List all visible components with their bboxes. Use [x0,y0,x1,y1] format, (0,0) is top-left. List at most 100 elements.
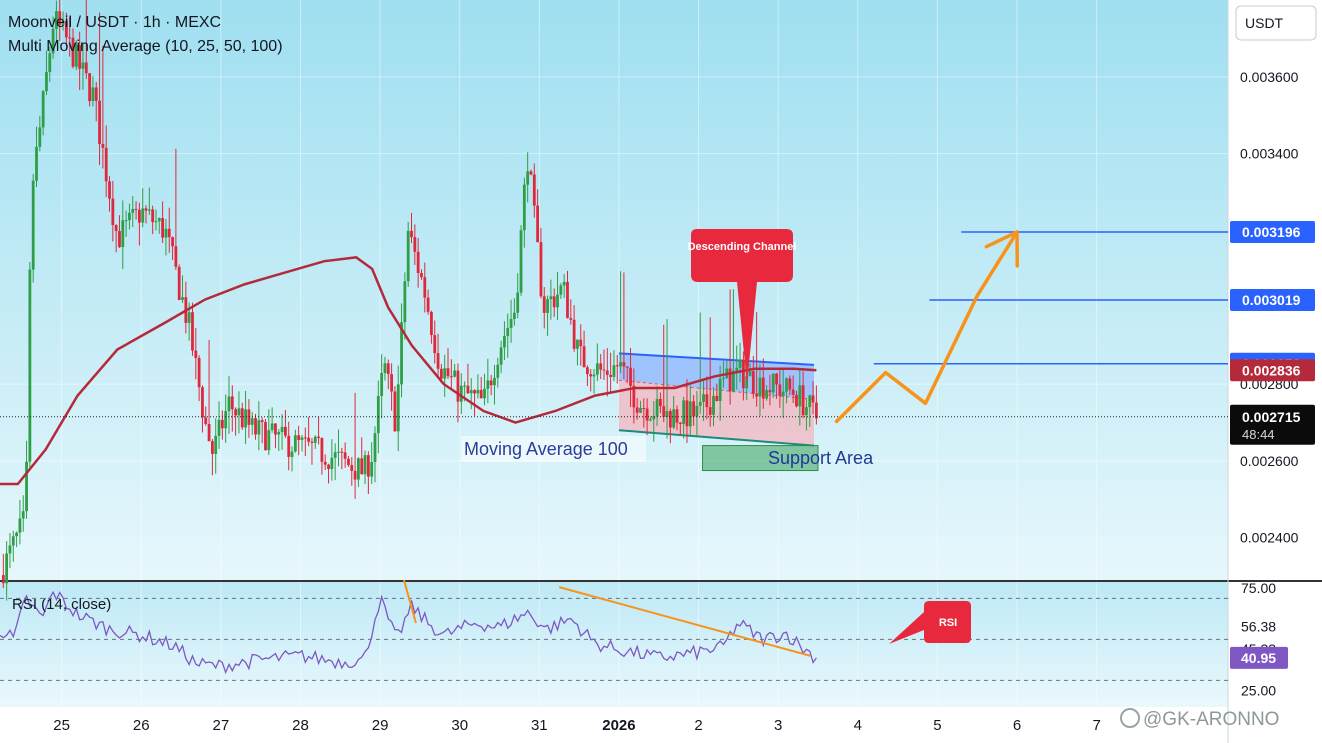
candle-body [380,373,384,397]
price-tick-label: 0.003400 [1240,146,1299,162]
ma-annotation-label[interactable]: Moving Average 100 [464,439,628,459]
watermark-logo-icon [1120,708,1140,728]
rsi-value-label: 40.95 [1241,650,1276,666]
time-axis[interactable]: 25 26 27 28 29 30 31 2026 2 3 4 5 6 7 [53,717,1101,734]
candle-body [5,553,9,584]
rsi-short-trendline[interactable] [403,579,417,624]
candle-body [443,368,447,379]
candle-body [137,209,141,223]
symbol-title[interactable]: Moonveil / USDT · 1h · MEXC [8,14,221,31]
candle-body [509,318,513,328]
candle-body [317,436,320,439]
candle-body [503,335,506,348]
candle-body [8,545,12,554]
watermark: @GK-ARONNO [1120,708,1279,730]
candle-body [483,388,486,399]
candle-body [539,242,543,297]
candle-body [702,394,705,402]
descending-channel-callout[interactable]: Descending Channel [688,229,797,384]
candle-body [108,181,111,199]
candle-body [254,418,257,435]
time-axis-background [0,707,1228,743]
candle-body [493,377,496,386]
candle-body [1,575,5,584]
candle-body [403,281,407,323]
candle-body [396,384,400,432]
candle-body [68,37,72,39]
candle-body [682,400,686,424]
projection-layer [834,230,1020,424]
candle-body [247,409,251,425]
candle-body [629,367,632,386]
candle-body [237,408,241,416]
candle-body [751,371,755,394]
price-pane-background [0,0,1228,580]
candle-body [340,451,344,453]
candle-body [771,373,775,393]
candle-body [220,419,224,429]
rsi-pane-background [0,582,1228,707]
projection-path[interactable] [834,231,1019,424]
candle-body [795,394,798,407]
time-tick-label: 3 [774,717,782,734]
candle-body [662,406,666,417]
candle-body [572,319,576,349]
candle-body [357,458,360,480]
currency-button-label: USDT [1245,15,1284,31]
candle-body [134,208,138,210]
moving-average-100-line[interactable] [0,256,817,486]
candle-body [546,299,549,313]
channel-lower-line [618,429,815,447]
time-tick-label: 28 [292,717,309,734]
candle-body [506,327,510,336]
candle-body [453,370,457,377]
candle-body [722,378,725,380]
price-badge-label: 0.002836 [1242,362,1301,378]
rsi-tick-label: 75.00 [1241,580,1276,596]
candle-body [430,311,433,336]
rsi-tick-label: 25.00 [1241,683,1276,699]
candle-body [393,391,397,432]
candle-body [489,380,493,386]
candle-body [111,198,115,226]
candle-body [124,220,128,222]
candle-body [224,411,228,429]
candle-body [715,395,719,401]
horizontal-levels [0,231,1228,418]
candle-body [78,45,82,69]
candle-body [230,396,234,410]
candle-body [51,28,55,54]
candle-body [144,208,148,211]
candle-body [476,389,480,394]
candle-body [48,53,52,73]
candle-body [101,143,105,148]
candle-body [45,72,48,92]
candle-body [406,230,410,282]
support-area-label[interactable]: Support Area [768,448,874,468]
rsi-callout[interactable]: RSI [889,601,971,644]
candle-body [81,62,85,69]
candle-body [566,281,569,319]
candle-body [449,376,453,378]
candle-body [758,377,762,397]
candle-body [21,511,25,519]
candle-body [463,385,467,387]
candle-body [668,411,672,428]
rsi-pane-title[interactable]: RSI (14, close) [12,596,111,613]
currency-button[interactable]: USDT [1235,5,1317,41]
candle-body [695,405,699,417]
rsi-trendline[interactable] [558,586,811,657]
candle-body [131,208,135,213]
candle-body [187,312,191,323]
support-area-box[interactable] [702,445,819,472]
price-axis[interactable]: 0.0036000.0034000.0028000.0026000.002400… [1230,69,1315,699]
candle-body [270,423,274,431]
candle-body [416,251,420,273]
candle-body [512,312,516,319]
candle-body [765,390,769,399]
candle-body [343,452,347,459]
rsi-line[interactable] [0,590,817,675]
candle-body [174,246,178,267]
indicator-title[interactable]: Multi Moving Average (10, 25, 50, 100) [8,38,283,55]
